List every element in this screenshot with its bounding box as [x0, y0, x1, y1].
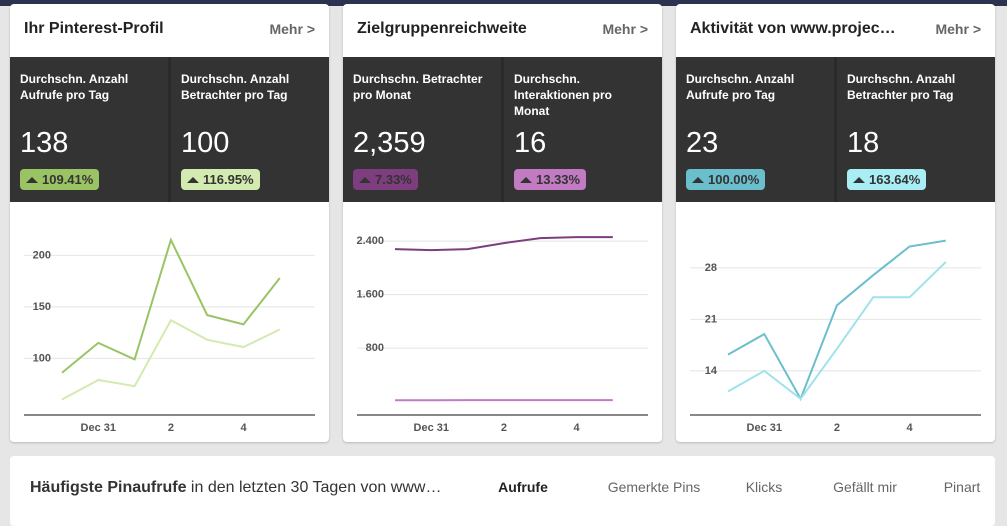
stats-panel: Durchschn. Betrachter pro Monat 2,359 7.33…	[343, 57, 662, 202]
card: Aktivität von www.projec… Mehr > Durchschn…	[676, 4, 995, 442]
y-tick-label: 1.600	[356, 289, 384, 301]
x-tick-label: Dec 31	[414, 422, 449, 434]
tab[interactable]: Pinart	[944, 479, 981, 495]
line-series	[62, 240, 280, 373]
more-link[interactable]: Mehr >	[269, 21, 315, 37]
card-title: Zielgruppenreichweite	[357, 20, 527, 38]
x-tick-label: 2	[834, 422, 840, 434]
stat: Durchschn. Anzahl Aufrufe pro Tag 23 100.0…	[676, 57, 834, 202]
y-tick-label: 21	[705, 313, 717, 325]
card-title: Ihr Pinterest-Profil	[24, 20, 164, 38]
line-series	[62, 320, 280, 399]
bottom-panel: Häufigste Pinaufrufe in den letzten 30 T…	[10, 456, 995, 526]
tab[interactable]: Gemerkte Pins	[608, 479, 701, 495]
stat-label: Durchschn. Interaktionen pro Monat	[514, 71, 644, 111]
y-tick-label: 800	[366, 342, 384, 354]
stat-value: 138	[20, 127, 158, 157]
stat-value: 2,359	[353, 127, 491, 157]
y-tick-label: 200	[33, 249, 51, 261]
tab[interactable]: Gefällt mir	[833, 479, 897, 495]
bottom-title: Häufigste Pinaufrufe in den letzten 30 T…	[30, 479, 441, 497]
card: Zielgruppenreichweite Mehr > Durchschn. Be…	[343, 4, 662, 442]
x-tick-label: Dec 31	[81, 422, 116, 434]
x-tick-label: 4	[240, 422, 247, 434]
stat-label: Durchschn. Anzahl Aufrufe pro Tag	[686, 71, 816, 111]
stat: Durchschn. Interaktionen pro Monat 16 13.3…	[501, 57, 662, 202]
stat-label: Durchschn. Anzahl Betrachter pro Tag	[181, 71, 311, 111]
y-tick-label: 150	[33, 301, 51, 313]
card-header: Ihr Pinterest-Profil Mehr >	[10, 4, 329, 57]
y-tick-label: 28	[705, 262, 717, 274]
card-header: Zielgruppenreichweite Mehr >	[343, 4, 662, 57]
stat: Durchschn. Anzahl Aufrufe pro Tag 138 109.…	[10, 57, 168, 202]
chart: 100 150 200 Dec 31 2 4	[10, 202, 329, 442]
card: Ihr Pinterest-Profil Mehr > Durchschn. Anz…	[10, 4, 329, 442]
change-badge: 7.33%	[353, 169, 418, 190]
y-tick-label: 14	[705, 365, 718, 377]
stat-value: 23	[686, 127, 824, 157]
x-tick-label: 4	[573, 422, 580, 434]
change-badge: 109.41%	[20, 169, 99, 190]
y-tick-label: 100	[33, 352, 51, 364]
tab[interactable]: Klicks	[746, 479, 783, 495]
chart: 14 21 28 Dec 31 2 4	[676, 202, 995, 442]
stat-label: Durchschn. Betrachter pro Monat	[353, 71, 483, 111]
stat: Durchschn. Betrachter pro Monat 2,359 7.33…	[343, 57, 501, 202]
stat-value: 16	[514, 127, 652, 157]
stat: Durchschn. Anzahl Betrachter pro Tag 100 1…	[168, 57, 329, 202]
card-title: Aktivität von www.projec…	[690, 20, 896, 38]
x-tick-label: Dec 31	[747, 422, 782, 434]
card-header: Aktivität von www.projec… Mehr >	[676, 4, 995, 57]
stat-label: Durchschn. Anzahl Aufrufe pro Tag	[20, 71, 150, 111]
change-badge: 100.00%	[686, 169, 765, 190]
change-badge: 116.95%	[181, 169, 260, 190]
y-tick-label: 2.400	[356, 235, 384, 247]
stat-value: 100	[181, 127, 319, 157]
stats-panel: Durchschn. Anzahl Aufrufe pro Tag 23 100.0…	[676, 57, 995, 202]
stat-value: 18	[847, 127, 985, 157]
line-series	[728, 262, 946, 399]
more-link[interactable]: Mehr >	[602, 21, 648, 37]
more-link[interactable]: Mehr >	[935, 21, 981, 37]
change-badge: 163.64%	[847, 169, 926, 190]
chart: 800 1.600 2.400 Dec 31 2 4	[343, 202, 662, 442]
stat: Durchschn. Anzahl Betrachter pro Tag 18 16…	[834, 57, 995, 202]
page: Ihr Pinterest-Profil Mehr > Durchschn. Anz…	[0, 0, 1007, 514]
change-badge: 13.33%	[514, 169, 586, 190]
x-tick-label: 4	[906, 422, 913, 434]
stat-label: Durchschn. Anzahl Betrachter pro Tag	[847, 71, 977, 111]
x-tick-label: 2	[168, 422, 174, 434]
title-bold: Häufigste Pinaufrufe	[30, 479, 186, 496]
tab[interactable]: Aufrufe	[498, 479, 548, 495]
title-rest: in den letzten 30 Tagen von www…	[186, 479, 441, 496]
line-series	[395, 237, 613, 250]
stats-panel: Durchschn. Anzahl Aufrufe pro Tag 138 109.…	[10, 57, 329, 202]
x-tick-label: 2	[501, 422, 507, 434]
